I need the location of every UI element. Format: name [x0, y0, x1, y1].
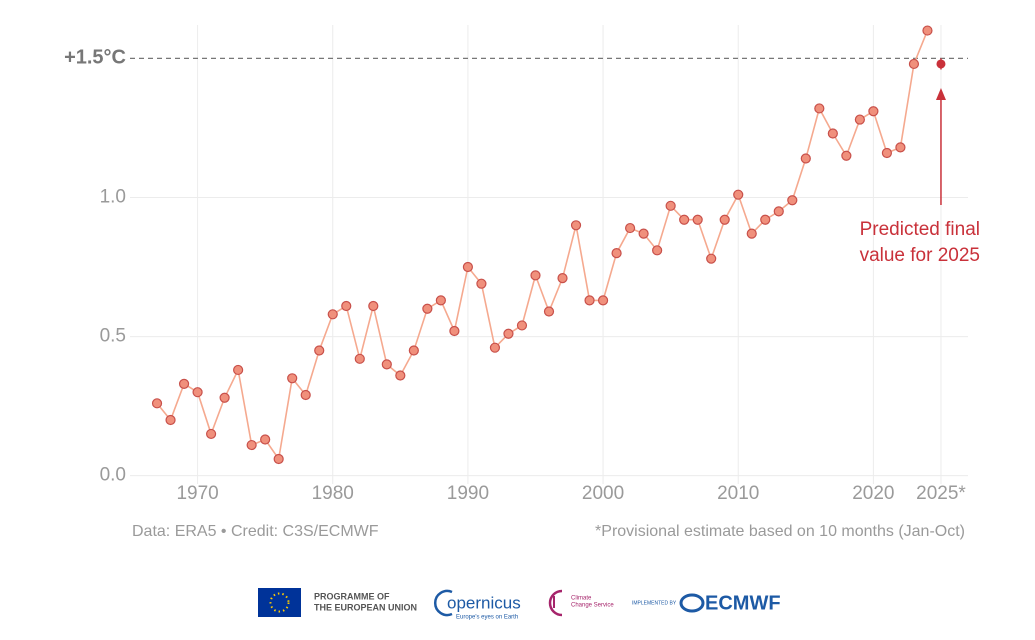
x-tick-label: 2000 — [582, 483, 624, 504]
data-point — [611, 248, 622, 259]
x-tick-label: 1970 — [176, 483, 218, 504]
data-point — [233, 364, 244, 376]
x-tick-label: 1980 — [312, 483, 354, 504]
eu-text: PROGRAMME OF — [314, 591, 390, 601]
eu-text: THE EUROPEAN UNION — [314, 602, 417, 612]
data-point — [422, 303, 433, 314]
y-tick-label: 0.5 — [100, 326, 126, 347]
data-point — [205, 428, 217, 440]
data-point — [624, 222, 636, 234]
copernicus-c — [434, 589, 453, 617]
x-tick-label: 2025* — [916, 483, 966, 504]
data-point — [597, 295, 609, 306]
data-point — [814, 103, 825, 114]
data-point — [462, 261, 474, 273]
data-point — [165, 414, 176, 426]
annotation-text: Predicted final — [860, 219, 980, 240]
data-point — [679, 214, 690, 225]
data-point — [706, 253, 717, 264]
annotation-text: value for 2025 — [860, 245, 980, 266]
data-point — [908, 58, 920, 70]
eu-logo: PROGRAMME OF THE EUROPEAN UNION — [258, 588, 417, 617]
x-tick-label: 1990 — [447, 483, 489, 504]
data-point — [300, 389, 311, 401]
annotation-arrowhead — [935, 88, 946, 100]
data-point — [516, 320, 528, 331]
data-point — [787, 195, 798, 206]
x-tick-label: 2010 — [717, 483, 759, 504]
prediction-point — [936, 59, 946, 69]
footnote: *Provisional estimate based on 10 months… — [595, 523, 965, 540]
data-point — [178, 378, 190, 389]
data-point — [557, 273, 568, 284]
data-point — [800, 153, 811, 164]
data-point — [841, 150, 852, 161]
c3s-logo: Climate Change Service — [548, 589, 614, 617]
data-point — [760, 214, 771, 225]
data-point — [489, 342, 501, 353]
source: Data: ERA5 • Credit: C3S/ECMWF — [132, 523, 379, 540]
data-point — [273, 453, 284, 465]
data-point — [543, 306, 555, 317]
data-point — [692, 214, 703, 225]
data-point — [151, 398, 163, 409]
copernicus-logo: opernicus Europe's eyes on Earth — [434, 589, 521, 621]
data-point — [435, 295, 446, 306]
reference-label: +1.5°C — [64, 47, 126, 69]
ecmwf-text: ECMWF — [705, 592, 781, 614]
y-tick-label: 1.0 — [100, 186, 126, 207]
data-point — [503, 328, 514, 339]
data-point — [746, 228, 757, 239]
data-point — [354, 353, 365, 364]
data-point — [381, 359, 392, 370]
data-point — [665, 200, 676, 211]
data-point — [314, 345, 325, 356]
c3s-text: Change Service — [571, 603, 614, 609]
data-point — [881, 147, 893, 159]
ecmwf-logo: IMPLEMENTED BY ECMWF — [632, 592, 781, 614]
data-point — [733, 189, 744, 200]
data-point — [638, 228, 649, 239]
y-tick-label: 0.0 — [100, 465, 126, 486]
ecmwf-implemented: IMPLEMENTED BY — [632, 600, 677, 606]
data-point — [192, 387, 203, 398]
c3s-text: Climate — [571, 596, 592, 602]
c3s-ring — [548, 589, 563, 617]
eu-stars — [269, 592, 290, 613]
data-point — [260, 434, 271, 445]
series-line — [156, 30, 929, 462]
data-point — [827, 128, 838, 139]
data-point — [719, 214, 730, 225]
data-point — [854, 114, 865, 125]
data-point — [341, 300, 352, 312]
data-point — [476, 278, 487, 289]
data-point — [570, 220, 582, 231]
data-point — [395, 370, 406, 381]
data-point — [449, 325, 460, 337]
data-point — [922, 25, 933, 36]
data-point — [246, 439, 257, 451]
data-point — [408, 345, 419, 356]
eu-flag — [258, 588, 301, 617]
data-point — [584, 295, 595, 306]
copernicus-text: opernicus — [447, 593, 521, 612]
data-point — [773, 206, 784, 217]
x-tick-label: 2020 — [852, 483, 894, 504]
data-point — [219, 392, 230, 403]
copernicus-tagline: Europe's eyes on Earth — [456, 615, 518, 621]
data-point — [530, 270, 541, 281]
ecmwf-icon — [679, 593, 705, 613]
data-point — [368, 300, 379, 312]
data-point — [287, 373, 298, 384]
data-point — [327, 309, 338, 320]
data-point — [868, 106, 879, 117]
data-point — [652, 245, 663, 256]
data-point — [895, 142, 906, 153]
